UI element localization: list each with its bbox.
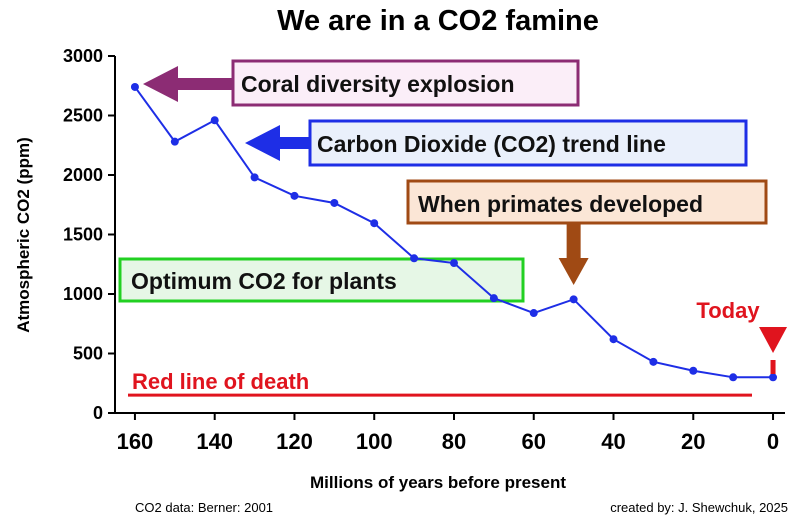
coral-diversity-box	[231, 59, 580, 107]
y-axis-label: Atmospheric CO2 (ppm)	[14, 137, 33, 333]
y-tick-label: 500	[73, 344, 103, 364]
data-point	[370, 219, 379, 228]
data-point	[689, 366, 698, 375]
x-tick-label: 20	[681, 429, 705, 454]
trend-line-arrow	[245, 125, 312, 161]
x-tick-label: 60	[522, 429, 546, 454]
author-credit: created by: J. Shewchuk, 2025	[610, 500, 788, 515]
data-point	[330, 198, 339, 207]
y-tick-label: 0	[93, 403, 103, 423]
coral-diversity-arrow	[143, 66, 235, 102]
today-annotation: Today	[696, 298, 788, 374]
x-tick-label: 0	[767, 429, 779, 454]
data-point	[290, 191, 299, 200]
data-point	[649, 357, 658, 366]
x-tick-label: 120	[276, 429, 313, 454]
data-point	[489, 294, 498, 303]
coral-diversity-annotation: Coral diversity explosion	[143, 59, 580, 107]
data-point	[130, 82, 139, 91]
data-point	[449, 259, 458, 268]
data-point	[170, 137, 179, 146]
data-point	[569, 295, 578, 304]
y-tick-label: 2500	[63, 106, 103, 126]
trend-line-text: Carbon Dioxide (CO2) trend line	[317, 131, 666, 157]
data-point	[529, 309, 538, 318]
trend-line-annotation: Carbon Dioxide (CO2) trend line	[245, 119, 748, 167]
red-line-of-death-label: Red line of death	[132, 369, 309, 394]
chart-title: We are in a CO2 famine	[277, 5, 599, 37]
today-arrow	[759, 327, 788, 353]
x-tick-label: 40	[601, 429, 625, 454]
trend-line-box	[308, 119, 748, 167]
primates-arrow	[558, 224, 589, 285]
y-tick-label: 2000	[63, 165, 103, 185]
y-axis-ticks: 0 500 1000 1500 2000 2500 3000	[63, 46, 115, 423]
data-source-credit: CO2 data: Berner: 2001	[135, 500, 273, 515]
data-point	[250, 173, 259, 182]
optimum-co2-text: Optimum CO2 for plants	[131, 268, 397, 294]
data-point	[729, 373, 738, 382]
today-label: Today	[696, 298, 760, 323]
x-tick-label: 140	[196, 429, 233, 454]
y-tick-label: 3000	[63, 46, 103, 66]
x-axis-label: Millions of years before present	[310, 473, 566, 492]
primates-annotation: When primates developed	[406, 179, 768, 285]
data-point	[410, 254, 419, 263]
x-axis-ticks: 160 140 120 100 80 60 40 20 0	[117, 413, 779, 454]
coral-diversity-text: Coral diversity explosion	[241, 71, 515, 97]
x-tick-label: 100	[356, 429, 393, 454]
primates-text: When primates developed	[418, 191, 703, 217]
y-tick-label: 1000	[63, 284, 103, 304]
primates-box	[406, 179, 768, 225]
x-tick-label: 160	[117, 429, 154, 454]
y-tick-label: 1500	[63, 225, 103, 245]
co2-data-points	[130, 82, 778, 382]
data-point	[210, 116, 219, 125]
data-point	[609, 335, 618, 344]
today-marker	[770, 360, 776, 374]
optimum-co2-annotation: Optimum CO2 for plants	[118, 257, 525, 303]
data-point	[769, 373, 778, 382]
x-tick-label: 80	[442, 429, 466, 454]
